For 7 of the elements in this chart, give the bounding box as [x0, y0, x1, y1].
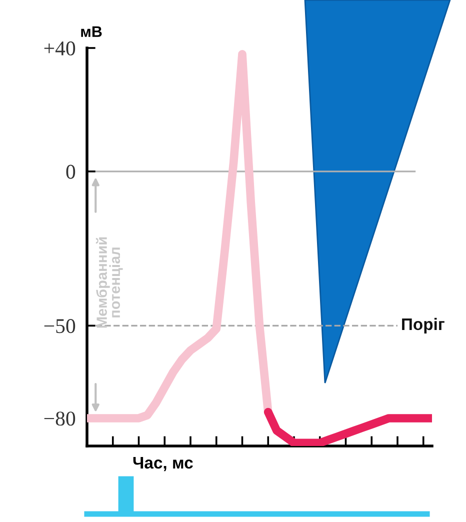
y-tick-label: −50	[44, 319, 76, 334]
x-axis-title: Час, мс	[133, 457, 193, 472]
y-tick-label: −80	[44, 412, 76, 426]
y-axis-title: мВ	[81, 26, 102, 37]
ref-line-label: Поріг	[402, 318, 444, 334]
y-tick-label: +40	[44, 41, 76, 56]
y-tick-label: 0	[66, 164, 76, 179]
